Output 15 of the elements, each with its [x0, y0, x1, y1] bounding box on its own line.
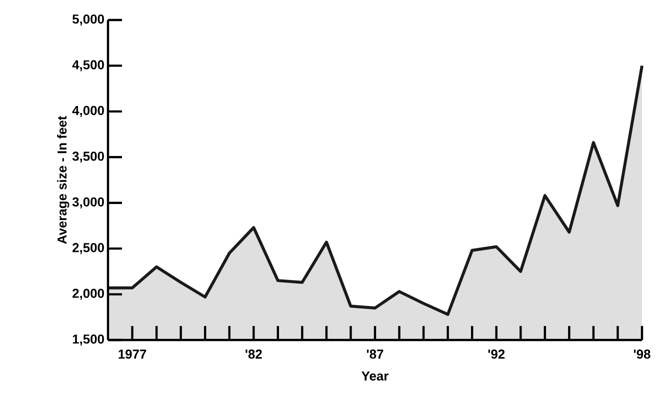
- x-tick-label: '92: [488, 350, 505, 359]
- y-tick-label: 4,500: [72, 60, 104, 72]
- x-tick-label: 1977: [118, 350, 146, 359]
- y-tick-label: 2,500: [72, 243, 104, 254]
- x-tick-label: '87: [366, 350, 384, 359]
- y-tick-label: 1,500: [72, 334, 104, 346]
- x-tick-label: '98: [634, 350, 650, 359]
- x-axis-title: Year: [362, 372, 388, 381]
- y-axis-title: Average size - In feet: [57, 116, 70, 244]
- y-tick-label: 2,000: [72, 288, 104, 300]
- x-tick-label: '82: [246, 350, 262, 359]
- y-tick-label: 3,000: [72, 197, 104, 208]
- y-tick-label: 3,500: [72, 152, 104, 163]
- y-tick-label: 5,000: [72, 14, 104, 26]
- y-tick-label: 4,000: [72, 106, 104, 117]
